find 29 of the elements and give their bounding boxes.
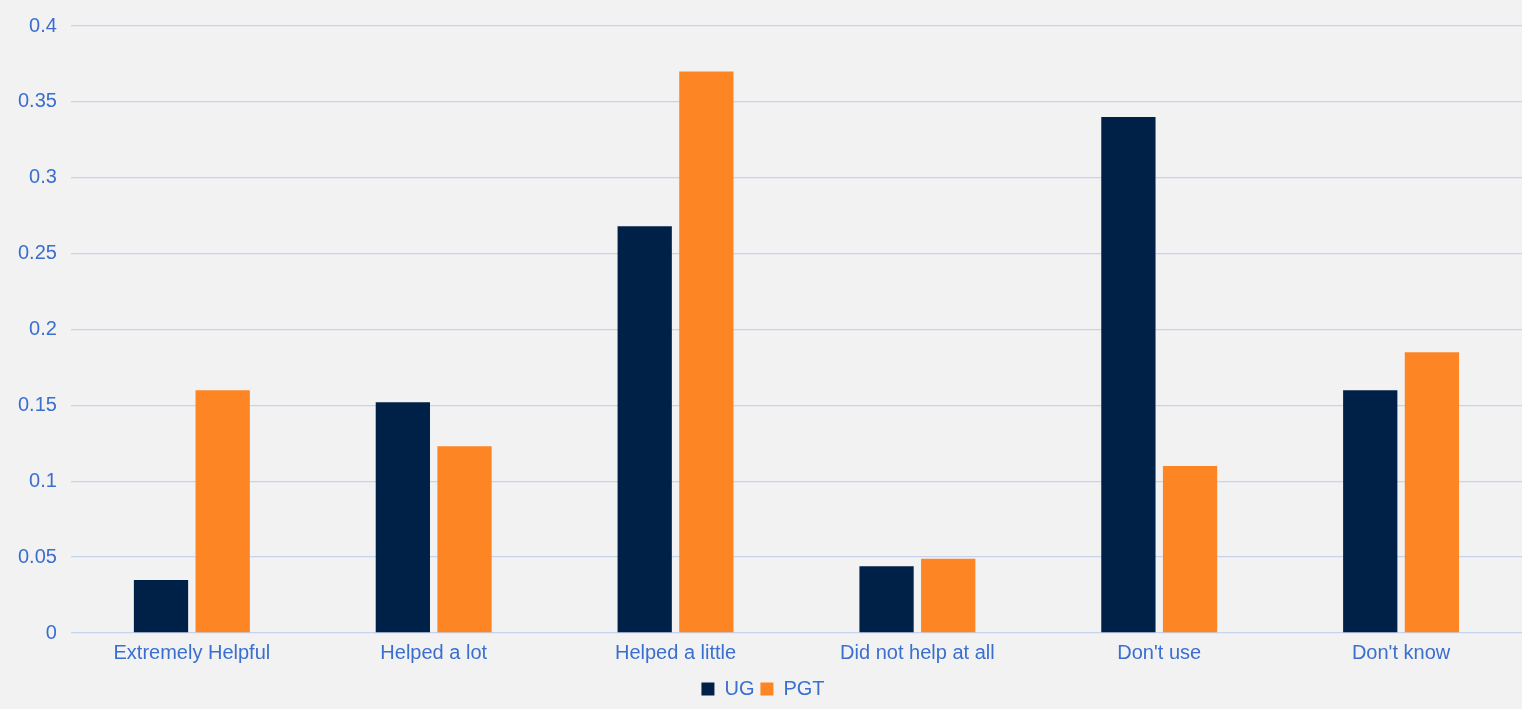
y-tick-label: 0.3: [29, 165, 57, 188]
y-tick-label: 0.15: [17, 392, 57, 415]
bar: [375, 402, 430, 633]
y-tick-label: 0.4: [29, 13, 57, 36]
legend-label: PGT: [783, 676, 825, 699]
y-tick-label: 0.05: [17, 544, 57, 567]
y-tick-label: 0.35: [17, 89, 57, 112]
y-tick-label: 0: [45, 620, 57, 643]
bar: [437, 446, 492, 633]
bar: [679, 71, 734, 633]
bar: [1343, 390, 1398, 633]
bar: [1101, 117, 1156, 633]
y-tick-label: 0.2: [29, 317, 57, 340]
bar: [617, 226, 672, 633]
x-tick-label: Helped a little: [614, 640, 737, 663]
bar: [1162, 466, 1218, 633]
x-tick-label: Helped a lot: [380, 640, 488, 663]
legend-label: UG: [724, 676, 755, 699]
bar: [1404, 352, 1460, 633]
bar: [195, 390, 250, 633]
x-tick-label: Did not help at all: [840, 640, 995, 663]
bar: [133, 579, 189, 633]
y-tick-label: 0.1: [29, 468, 57, 491]
x-tick-label: Don't know: [1351, 640, 1451, 663]
x-tick-label: Extremely Helpful: [113, 640, 271, 663]
bar: [921, 558, 976, 633]
bar: [859, 566, 914, 633]
x-tick-label: Don't use: [1117, 640, 1202, 663]
y-tick-label: 0.25: [17, 241, 57, 264]
